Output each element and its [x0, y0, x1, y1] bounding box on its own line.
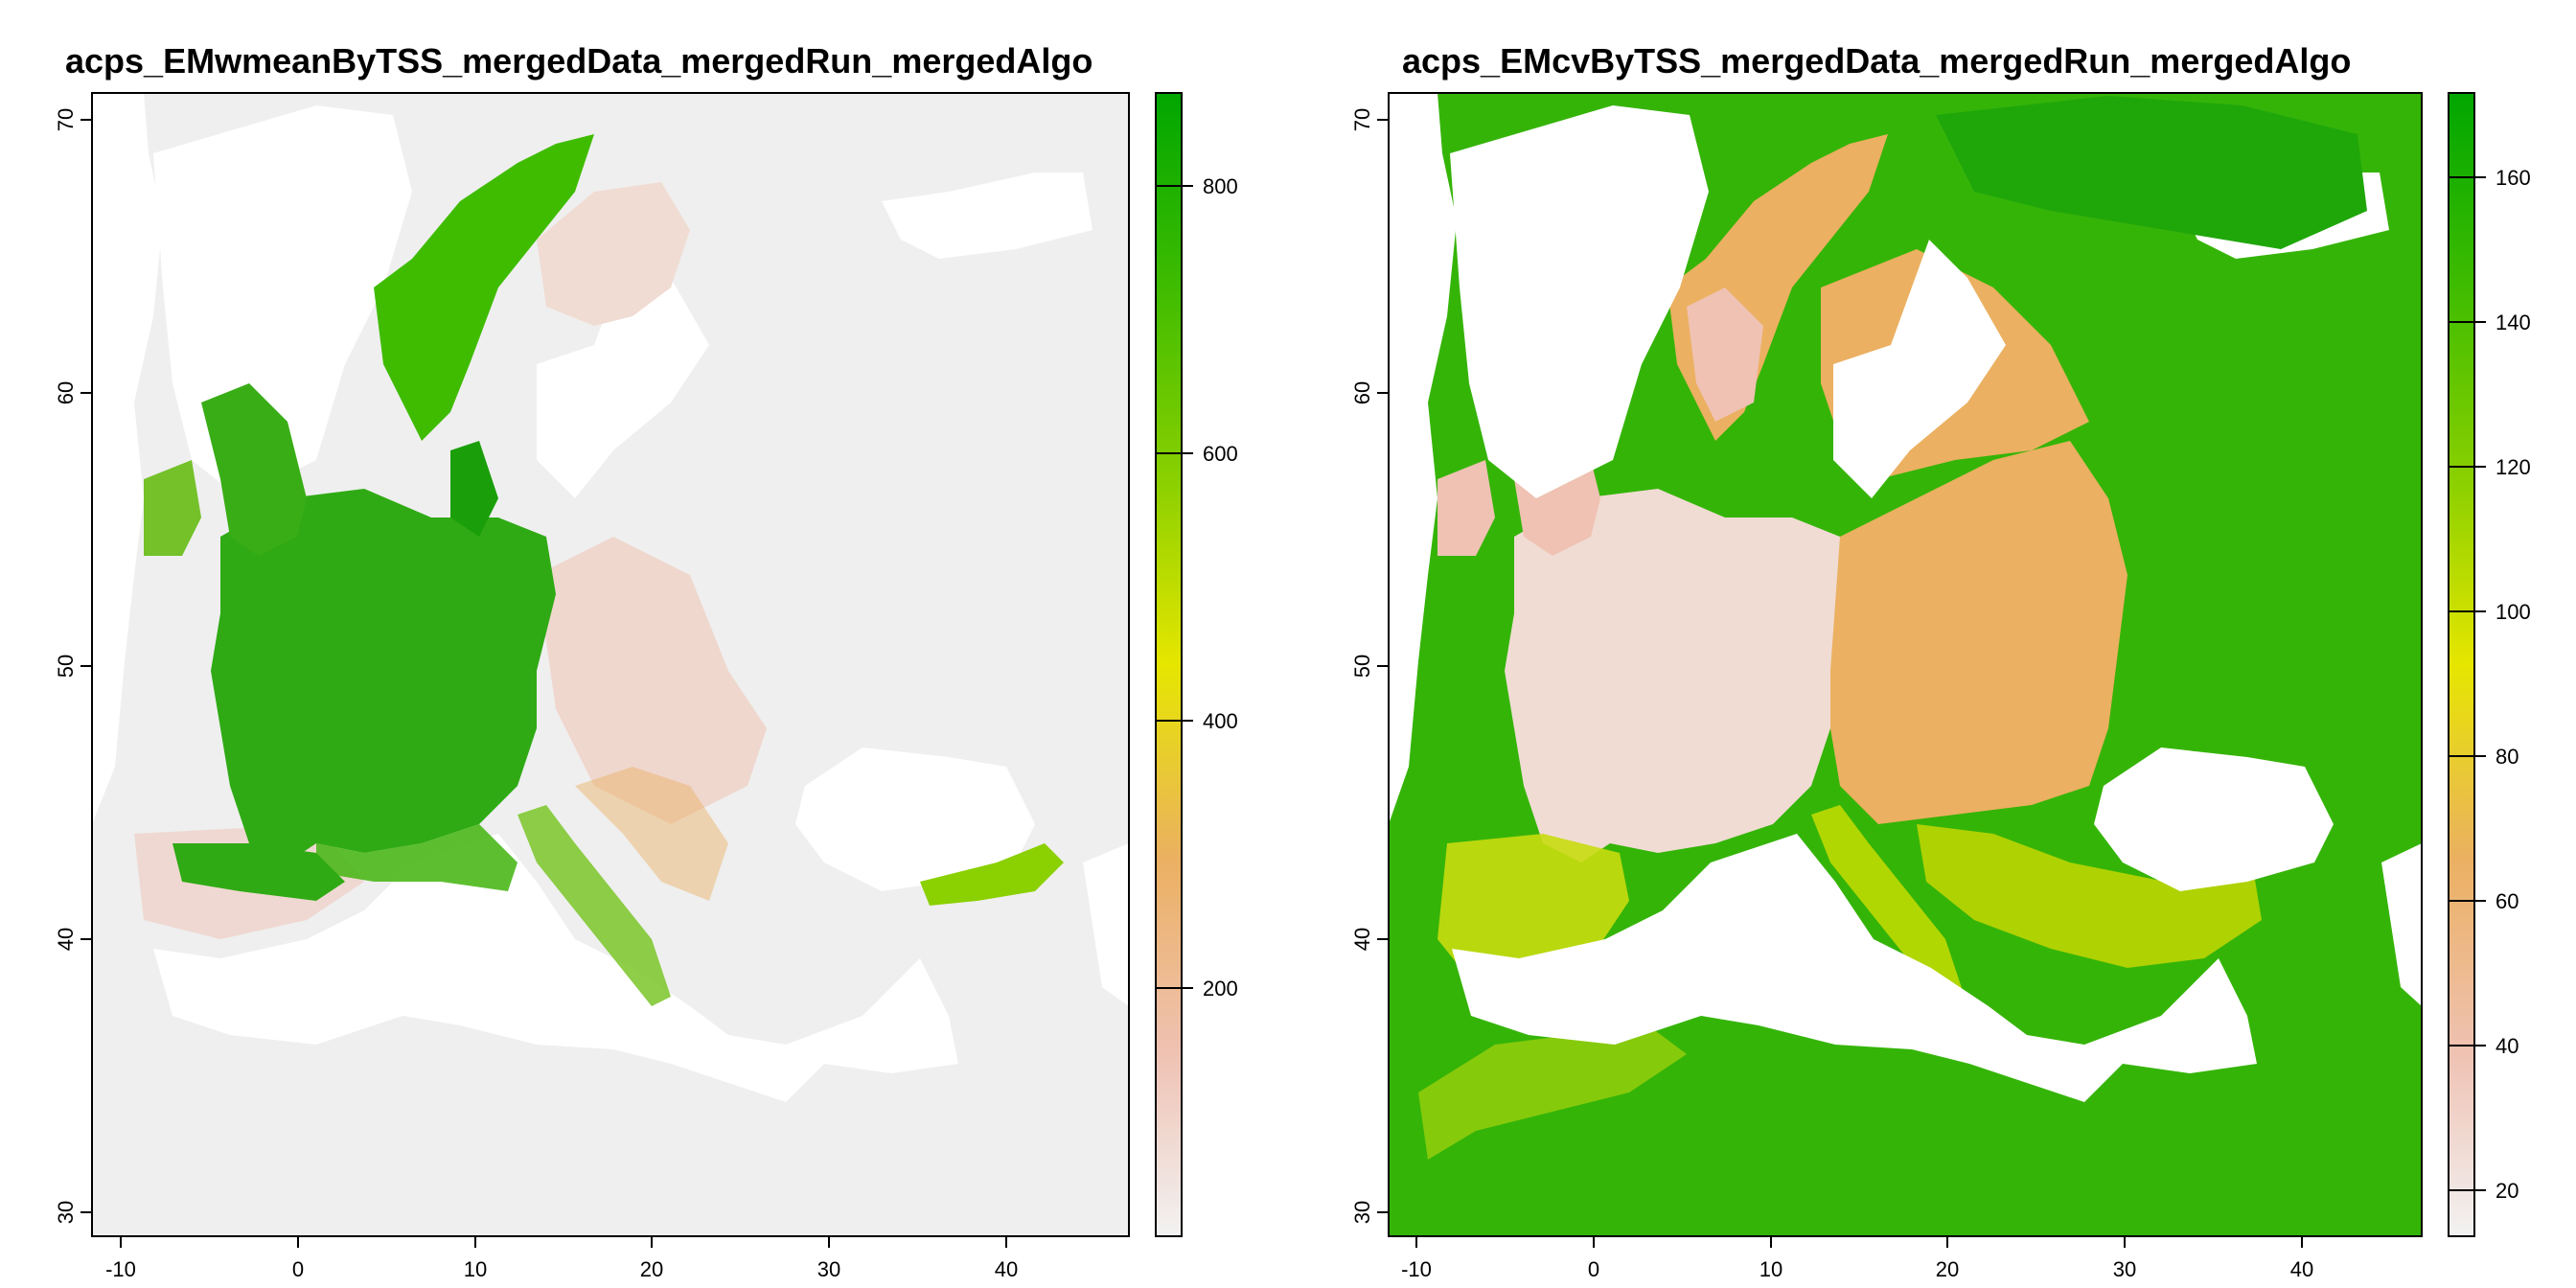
y-axis: 30 40 50 60 70 [1350, 108, 1389, 1224]
colorbar-tick-label: 800 [1203, 174, 1238, 198]
x-tick-label: 30 [817, 1257, 840, 1281]
map-frame [91, 92, 1130, 1237]
colorbar-tick-label: 80 [2496, 745, 2518, 769]
colorbar-tick-label: 40 [2496, 1034, 2518, 1058]
colorbar: 200 400 600 800 [1155, 92, 1238, 1237]
y-tick-label: 60 [1350, 381, 1374, 404]
x-tick-label: 20 [1936, 1257, 1959, 1281]
colorbar-tick-label: 160 [2496, 166, 2531, 190]
map-title: acps_EMcvByTSS_mergedData_mergedRun_merg… [1402, 41, 2351, 80]
colorbar-tick-label: 20 [2496, 1179, 2518, 1203]
x-tick-label: 0 [292, 1257, 304, 1281]
colorbar-tick-label: 400 [1203, 709, 1238, 733]
y-axis: 30 40 50 60 70 [54, 108, 92, 1224]
y-tick-label: 30 [1350, 1201, 1374, 1224]
colorbar-tick-label: 200 [1203, 977, 1238, 1000]
y-tick-label: 70 [1350, 108, 1374, 131]
x-tick-label: 30 [2113, 1257, 2136, 1281]
colorbar-gradient [1155, 92, 1183, 1237]
x-tick-label: -10 [105, 1257, 136, 1281]
x-axis: -10 0 10 20 30 40 [1401, 1236, 2313, 1281]
x-tick-label: 40 [995, 1257, 1018, 1281]
y-tick-label: 30 [54, 1201, 78, 1224]
x-axis: -10 0 10 20 30 40 [105, 1236, 1018, 1281]
colorbar: 20 40 60 80 100 120 140 160 [2448, 92, 2531, 1237]
y-tick-label: 50 [54, 655, 78, 678]
map-raster [92, 93, 1129, 1236]
map-title: acps_EMwmeanByTSS_mergedData_mergedRun_m… [65, 41, 1092, 80]
x-tick-label: 0 [1588, 1257, 1599, 1281]
x-tick-label: 40 [2290, 1257, 2313, 1281]
map-panel-right: acps_EMcvByTSS_mergedData_mergedRun_merg… [1350, 41, 2531, 1281]
colorbar-tick-label: 100 [2496, 600, 2531, 624]
x-tick-label: 20 [640, 1257, 663, 1281]
map-raster [1389, 93, 2422, 1236]
x-tick-label: 10 [464, 1257, 487, 1281]
y-tick-label: 70 [54, 108, 78, 131]
colorbar-tick-label: 60 [2496, 889, 2518, 913]
map-panel-left: acps_EMwmeanByTSS_mergedData_mergedRun_m… [54, 41, 1238, 1281]
colorbar-tick-label: 600 [1203, 442, 1238, 466]
colorbar-tick-label: 120 [2496, 455, 2531, 479]
x-tick-label: 10 [1760, 1257, 1782, 1281]
colorbar-tick-label: 140 [2496, 310, 2531, 334]
map-frame [1388, 92, 2423, 1237]
y-tick-label: 50 [1350, 655, 1374, 678]
colorbar-gradient [2448, 92, 2475, 1237]
y-tick-label: 40 [1350, 928, 1374, 951]
y-tick-label: 60 [54, 381, 78, 404]
x-tick-label: -10 [1401, 1257, 1432, 1281]
y-tick-label: 40 [54, 928, 78, 951]
